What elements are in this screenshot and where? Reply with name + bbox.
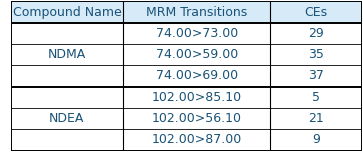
Bar <box>11 129 362 151</box>
Bar <box>11 65 362 87</box>
Bar <box>11 44 362 65</box>
Bar <box>11 108 362 129</box>
Text: NDEA: NDEA <box>49 112 85 125</box>
Text: 37: 37 <box>308 69 324 83</box>
Bar <box>11 23 362 44</box>
Text: 21: 21 <box>308 112 324 125</box>
Bar <box>11 1 123 23</box>
Text: 35: 35 <box>308 48 324 61</box>
Bar <box>270 1 362 23</box>
Text: 9: 9 <box>312 133 320 147</box>
Text: Compound Name: Compound Name <box>12 5 121 19</box>
Text: 102.00>85.10: 102.00>85.10 <box>152 91 242 104</box>
Text: 102.00>56.10: 102.00>56.10 <box>152 112 242 125</box>
Text: 29: 29 <box>308 27 324 40</box>
Text: 74.00>59.00: 74.00>59.00 <box>156 48 238 61</box>
Bar <box>11 87 362 108</box>
Text: 102.00>87.00: 102.00>87.00 <box>152 133 242 147</box>
Text: NDMA: NDMA <box>48 48 86 61</box>
Text: CEs: CEs <box>305 5 327 19</box>
Text: 5: 5 <box>312 91 320 104</box>
Text: 74.00>73.00: 74.00>73.00 <box>156 27 238 40</box>
Bar <box>123 1 270 23</box>
Text: MRM Transitions: MRM Transitions <box>146 5 247 19</box>
Text: 74.00>69.00: 74.00>69.00 <box>156 69 238 83</box>
